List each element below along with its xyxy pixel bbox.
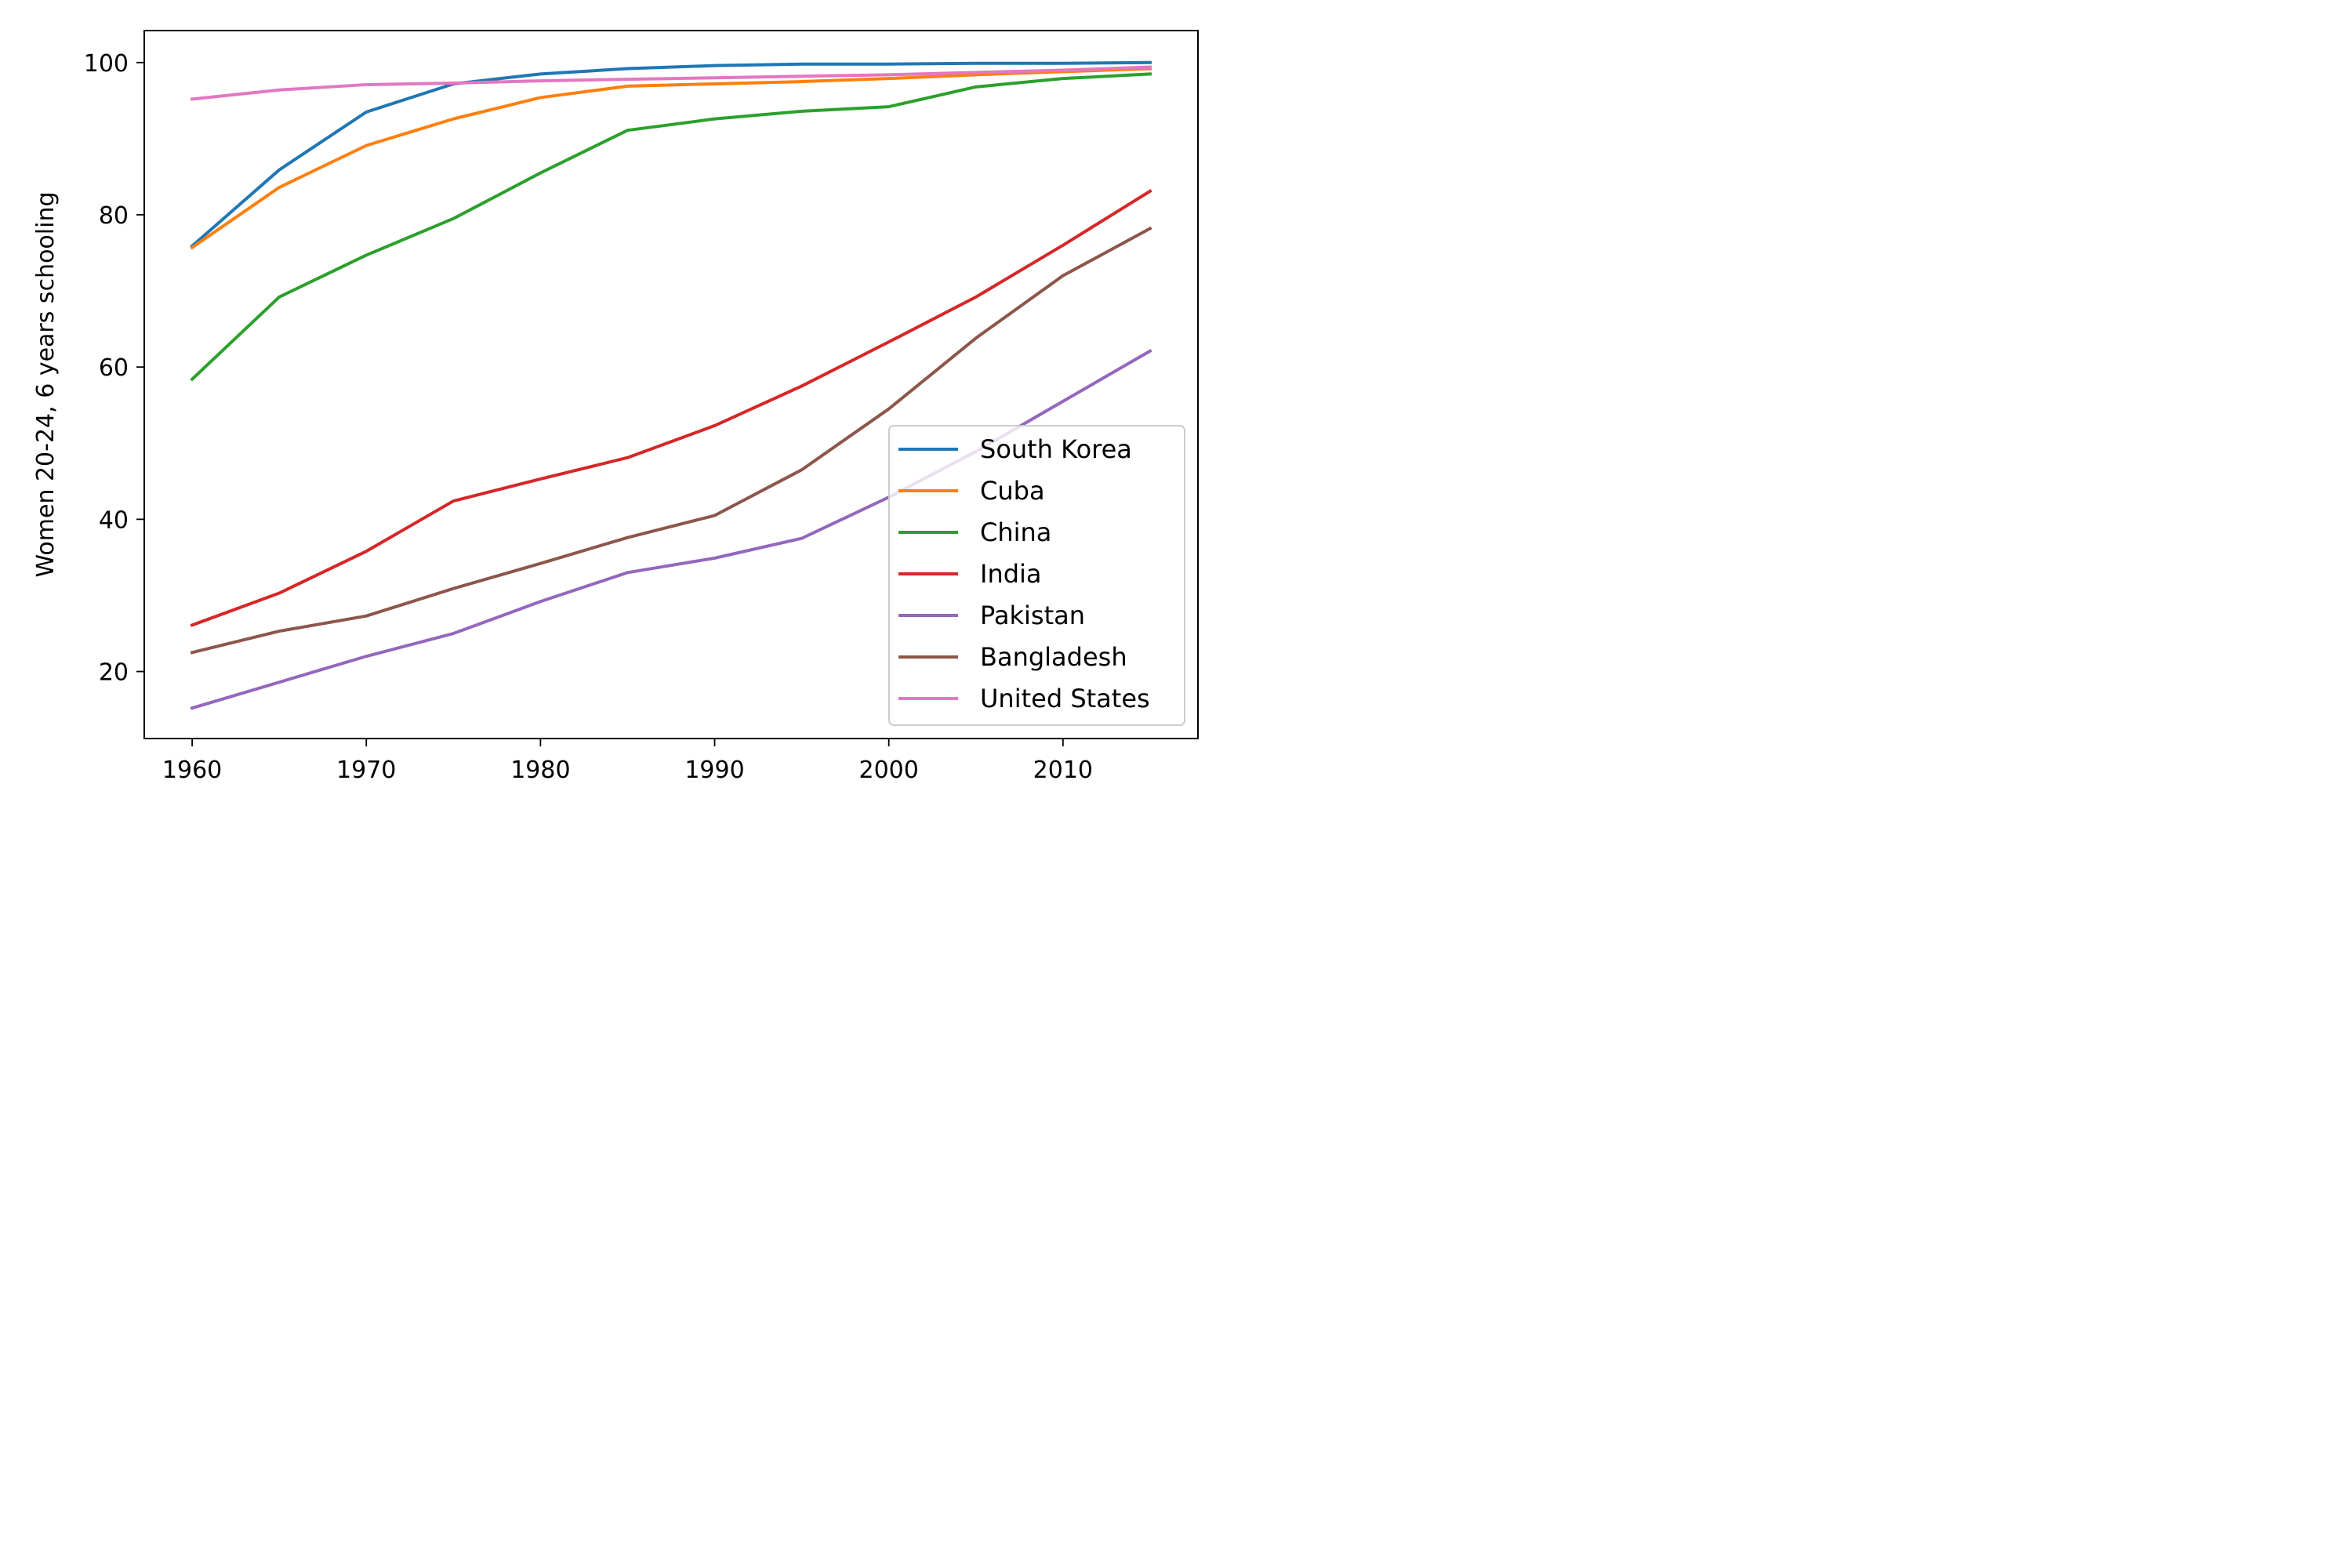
y-tick-label: 80 [99, 202, 129, 230]
x-tick-label: 2010 [1033, 757, 1093, 784]
legend-label: Pakistan [980, 601, 1085, 630]
x-tick-label: 1990 [684, 757, 744, 784]
legend: South Korea Cuba China India Pakistan Banglad… [888, 425, 1185, 726]
series-line-bangladesh [190, 226, 1152, 655]
legend-label: South Korea [980, 434, 1132, 464]
series-line-china [190, 72, 1152, 382]
legend-label: China [980, 517, 1051, 547]
legend-label: Cuba [980, 476, 1045, 506]
y-axis-label: Women 20-24, 6 years schooling [32, 191, 60, 577]
y-tick-label: 60 [99, 354, 129, 382]
legend-label: United States [980, 684, 1150, 713]
series-line-south-korea [190, 60, 1152, 249]
y-tick-label: 40 [99, 506, 129, 534]
legend-box [888, 425, 1185, 726]
y-tick-label: 100 [84, 50, 129, 78]
x-tick-label: 1980 [510, 757, 570, 784]
axes-frame [143, 30, 1199, 739]
x-tick-label: 1960 [162, 757, 222, 784]
series-layer [190, 60, 1152, 710]
series-line-india [190, 189, 1152, 627]
legend-label: Bangladesh [980, 642, 1127, 672]
line-chart: 1960 1970 1980 1990 2000 2010 20 40 60 80 100 Wom… [32, 30, 1199, 784]
x-axis: 1960 1970 1980 1990 2000 2010 [162, 739, 1093, 784]
y-axis: 20 40 60 80 100 [84, 50, 144, 687]
y-tick-label: 20 [99, 659, 129, 687]
x-tick-label: 1970 [336, 757, 396, 784]
x-tick-label: 2000 [859, 757, 919, 784]
series-line-cuba [190, 67, 1152, 250]
legend-label: India [980, 559, 1042, 589]
series-line-united-states [190, 65, 1152, 101]
